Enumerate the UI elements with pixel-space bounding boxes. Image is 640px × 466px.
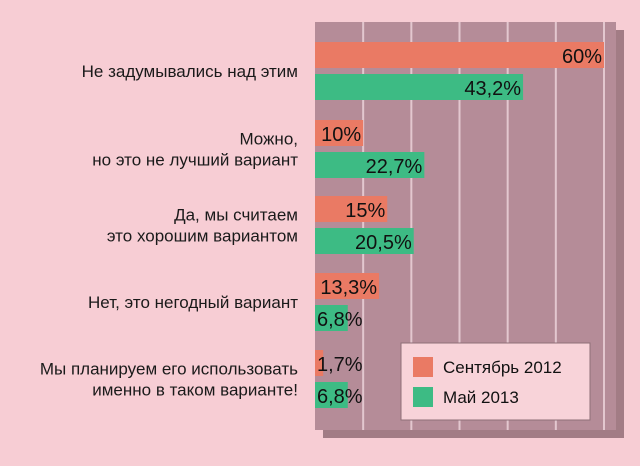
legend-swatch [413, 357, 433, 377]
bar [315, 382, 348, 408]
data-label: 10% [321, 124, 361, 146]
category-label: Не задумывались над этим [82, 62, 298, 81]
bar [315, 305, 348, 331]
category-label: Мы планируем его использовать именно в та… [40, 360, 298, 400]
data-label: 13,3% [320, 277, 377, 299]
category-label: Можно, но это не лучший вариант [92, 130, 298, 170]
legend: Сентябрь 2012 Май 2013 [400, 342, 591, 421]
legend-swatch [413, 387, 433, 407]
legend-box [400, 342, 591, 421]
data-label: 6,8% [317, 309, 363, 331]
category-label: Да, мы считаем это хорошим вариантом [107, 206, 298, 246]
bar [315, 350, 324, 376]
data-label: 6,8% [317, 386, 363, 408]
bars [315, 42, 604, 408]
value-labels: 60% 43,2% 10%22,7% 15% 20,5% 13,3% 6,8% 1,7% 6,8… [317, 46, 602, 408]
data-label: 1,7% [317, 354, 363, 376]
bar [315, 228, 414, 254]
legend-label: Сентябрь 2012 [443, 358, 562, 377]
category-labels: Не задумывались над этим Можно, но это не … [40, 62, 298, 400]
data-label: 15% [345, 200, 385, 222]
bar [315, 42, 604, 68]
data-label: 22,7% [366, 156, 423, 178]
data-label: 60% [562, 46, 602, 68]
bar [315, 120, 364, 146]
bar [315, 152, 425, 178]
bar [315, 74, 524, 100]
bar [315, 196, 388, 222]
category-label: Нет, это негодный вариант [88, 293, 298, 312]
bar [315, 273, 380, 299]
legend-label: Май 2013 [443, 388, 519, 407]
data-label: 20,5% [355, 232, 412, 254]
data-label: 43,2% [464, 78, 521, 100]
